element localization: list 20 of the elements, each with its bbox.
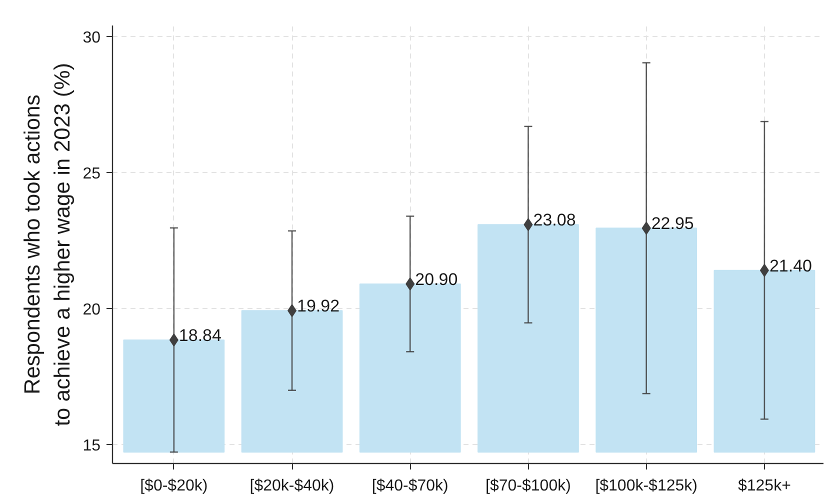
bar (241, 310, 343, 453)
y-tick-label: 30 (82, 29, 101, 46)
data-label: 21.40 (769, 256, 812, 276)
x-tick-label: [$20k-$40k) (250, 478, 334, 494)
bar (596, 228, 698, 453)
x-tick-label: [$70-$100k) (486, 478, 571, 494)
y-tick-label: 15 (82, 437, 101, 454)
data-label: 19.92 (297, 296, 340, 316)
x-tick-label: $125k+ (738, 478, 791, 494)
y-tick-label: 20 (82, 301, 101, 318)
y-axis-title: Respondents who took actions to achieve a higher wage in 2023 (%) (20, 62, 75, 426)
data-label: 22.95 (651, 214, 694, 234)
bar (478, 224, 579, 453)
data-label: 18.84 (178, 326, 222, 345)
y-tick-label: 25 (82, 165, 101, 182)
data-label: 23.08 (533, 210, 576, 230)
data-label: 20.90 (415, 270, 458, 289)
x-tick-label: [$0-$20k) (140, 478, 208, 494)
x-tick-label: [$40-$70k) (372, 478, 448, 494)
x-tick-label: [$100k-$125k) (595, 478, 698, 494)
